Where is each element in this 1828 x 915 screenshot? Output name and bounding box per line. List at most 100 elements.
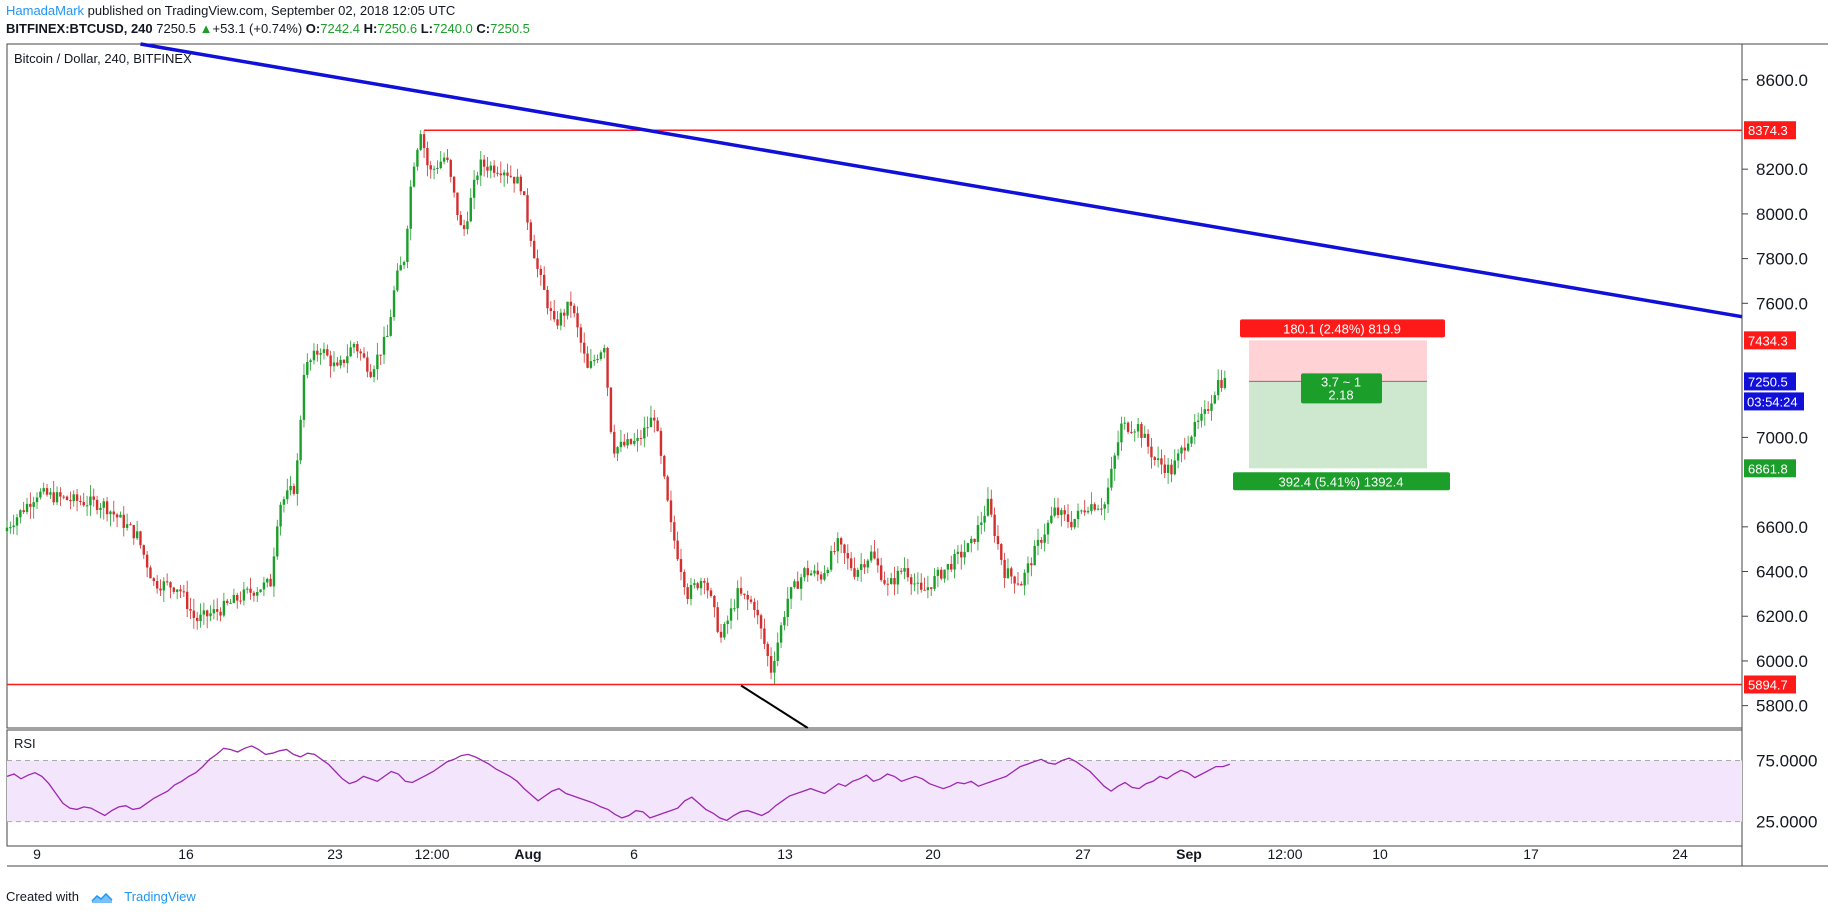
candle-body <box>379 354 382 356</box>
candle-body <box>1146 433 1150 447</box>
candle-body <box>29 503 32 507</box>
candle-body <box>459 214 462 226</box>
candle-body <box>983 515 986 523</box>
candle-body <box>950 563 953 570</box>
price-tick-label: 8600.0 <box>1756 71 1808 90</box>
candle-body <box>733 608 736 610</box>
price-tag <box>1744 459 1796 478</box>
candle-body <box>162 581 166 591</box>
candle-body <box>396 270 399 291</box>
candle-body <box>613 431 616 454</box>
candle-body <box>149 567 152 579</box>
candle-body <box>65 496 69 500</box>
trendline[interactable] <box>140 42 1743 319</box>
candle-body <box>986 498 990 516</box>
candle-body <box>326 349 329 356</box>
candle-body <box>389 317 392 336</box>
candle-body <box>279 504 282 527</box>
candle-body <box>542 274 546 290</box>
level-tag-label: 5894.7 <box>1748 677 1788 692</box>
candle-body <box>910 577 913 585</box>
candle-body <box>739 588 743 594</box>
candle-body <box>212 609 216 614</box>
candle-body <box>339 359 342 366</box>
candle-body <box>743 593 746 595</box>
candle-body <box>1223 377 1227 388</box>
candle-body <box>916 582 920 584</box>
publish-text: published on TradingView.com, September … <box>84 3 456 18</box>
candle-body <box>306 361 309 375</box>
candle-body <box>92 496 95 500</box>
candle-body <box>432 168 436 170</box>
candle-body <box>322 349 326 354</box>
candle-body <box>292 485 296 494</box>
open-value: 7242.4 <box>320 21 360 36</box>
price-tick-label: 7000.0 <box>1756 428 1808 447</box>
change-arrow-icon: ▲ <box>199 21 213 36</box>
price-change: +53.1 (+0.74%) <box>212 21 303 36</box>
price-tag <box>1744 331 1796 350</box>
candle-body <box>229 602 232 604</box>
candle-body <box>609 387 613 432</box>
price-tag <box>1744 372 1796 391</box>
candle-body <box>1060 510 1063 515</box>
chart-canvas[interactable]: 8600.08200.08000.07800.07600.07000.06600… <box>0 0 1828 885</box>
candle-body <box>679 559 683 572</box>
candle-body <box>1196 420 1200 422</box>
reward-label: 392.4 (5.41%) 1392.4 <box>1278 474 1403 489</box>
tradingview-link[interactable]: TradingView <box>124 889 196 904</box>
candle-body <box>879 565 883 581</box>
candle-body <box>172 587 176 592</box>
candle-body <box>192 610 196 618</box>
candle-body <box>653 417 656 421</box>
candle-body <box>1026 563 1030 573</box>
candle-body <box>706 582 709 591</box>
candle-body <box>1213 395 1217 404</box>
candle-body <box>649 417 653 428</box>
candle-body <box>960 551 963 558</box>
time-tick-label: 9 <box>33 846 41 862</box>
candle-body <box>209 613 212 617</box>
high-label: H: <box>363 21 378 36</box>
candle-body <box>836 538 839 552</box>
candle-body <box>399 265 402 271</box>
candle-body <box>95 499 99 510</box>
candle-body <box>182 591 186 593</box>
candle-body <box>899 570 903 572</box>
candle-body <box>72 494 75 502</box>
candle-body <box>1033 545 1036 566</box>
low-label: L: <box>420 21 434 36</box>
candle-body <box>779 625 783 643</box>
candle-body <box>783 617 786 626</box>
price-tick-label: 5800.0 <box>1756 697 1808 716</box>
candle-body <box>352 344 356 348</box>
candle-body <box>1073 519 1076 528</box>
candle-body <box>1220 380 1223 388</box>
candle-body <box>933 575 936 589</box>
candle-body <box>142 545 145 555</box>
candle-body <box>586 353 589 368</box>
candle-body <box>479 159 482 176</box>
author-link[interactable]: HamadaMark <box>6 3 85 18</box>
black-trendline[interactable] <box>740 684 809 729</box>
candle-body <box>135 531 139 539</box>
candle-body <box>829 551 833 570</box>
symbol-label: BITFINEX:BTCUSD, 240 <box>6 21 153 36</box>
candle-body <box>159 588 162 591</box>
candle-body <box>252 592 256 596</box>
price-tick-label: 8200.0 <box>1756 160 1808 179</box>
candle-body <box>1186 443 1190 451</box>
candle-body <box>579 327 583 343</box>
time-tick-label: 20 <box>925 846 941 862</box>
risk-label: 180.1 (2.48%) 819.9 <box>1283 321 1401 336</box>
candle-body <box>552 311 556 320</box>
chart-title: Bitcoin / Dollar, 240, BITFINEX <box>14 51 192 66</box>
candle-body <box>1206 409 1210 411</box>
candle-body <box>1076 510 1080 520</box>
candle-body <box>75 494 79 501</box>
candle-body <box>272 556 276 587</box>
candle-body <box>716 607 719 632</box>
main-pane[interactable] <box>6 43 1743 729</box>
candle-body <box>843 544 846 554</box>
candle-body <box>482 159 486 167</box>
